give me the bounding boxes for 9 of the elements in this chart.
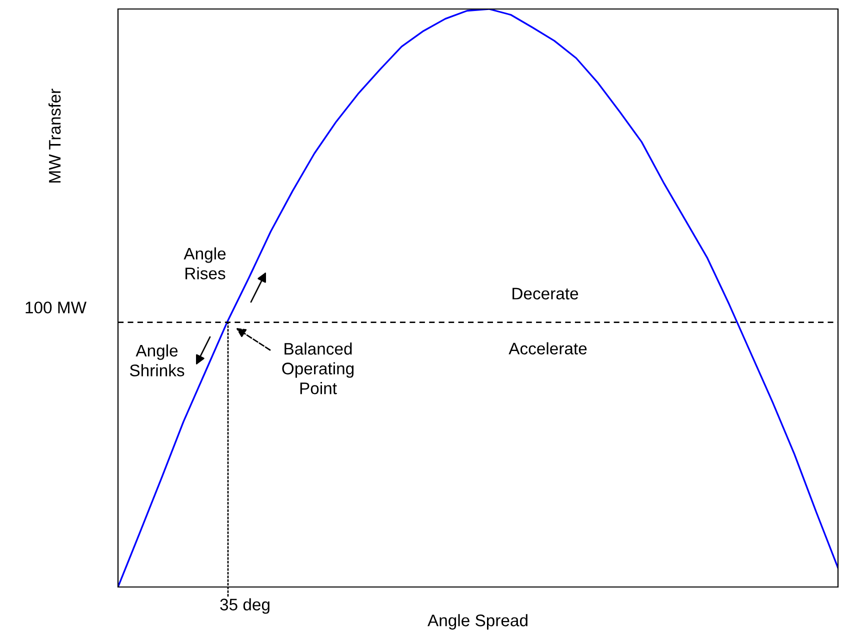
- text: 35 deg: [220, 598, 270, 614]
- ref-line-label: 100 MW: [26, 302, 86, 314]
- annotation: Decerate: [512, 288, 578, 300]
- y-axis-title: MW Transfer: [48, 88, 61, 182]
- annotation: Balanced Operating Point: [282, 342, 354, 394]
- annotation: Accelerate: [508, 342, 587, 354]
- annotation: Angle Rises: [184, 247, 226, 280]
- annotation: Angle Shrinks: [130, 344, 184, 376]
- x-axis-title: Angle Spread: [428, 614, 528, 630]
